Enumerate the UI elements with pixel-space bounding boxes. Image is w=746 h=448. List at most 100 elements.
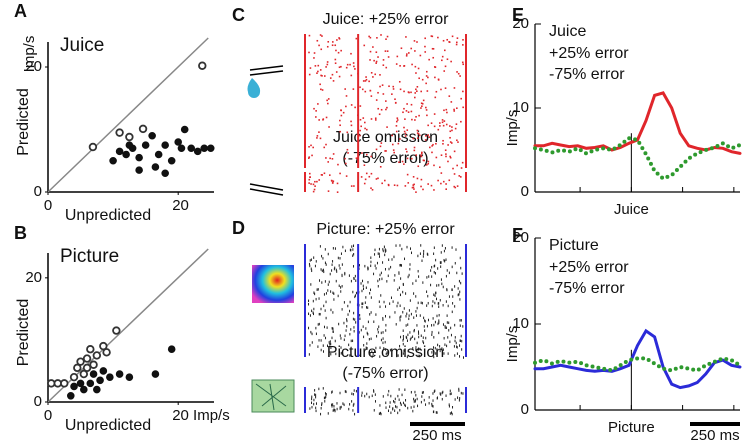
spike xyxy=(443,109,445,112)
spike xyxy=(374,73,377,76)
spike xyxy=(427,160,430,163)
spike xyxy=(323,172,326,175)
spike xyxy=(379,305,381,309)
spike xyxy=(443,70,446,72)
spike xyxy=(338,66,341,69)
spike xyxy=(359,134,361,137)
spike xyxy=(430,184,433,187)
spike xyxy=(332,311,334,314)
spike xyxy=(315,260,317,263)
spike xyxy=(308,51,310,54)
spike xyxy=(433,246,435,249)
spike xyxy=(322,268,324,272)
spike xyxy=(308,34,311,37)
spike xyxy=(421,105,423,107)
spike xyxy=(349,332,351,336)
spike xyxy=(437,267,439,270)
spike xyxy=(432,143,434,146)
data-point xyxy=(115,370,124,378)
spike xyxy=(316,288,318,291)
spike xyxy=(403,307,405,310)
spike xyxy=(313,312,315,316)
spike xyxy=(425,82,427,85)
spike xyxy=(391,143,394,146)
spike xyxy=(318,44,320,47)
spike xyxy=(420,90,423,93)
spike xyxy=(339,130,342,133)
spike xyxy=(406,312,408,316)
spike xyxy=(340,346,342,349)
spike xyxy=(373,272,375,276)
spike xyxy=(441,244,443,247)
spike xyxy=(427,162,430,165)
spike xyxy=(403,163,405,165)
spike xyxy=(349,309,351,313)
spike xyxy=(368,337,370,341)
spike xyxy=(402,310,404,314)
spike xyxy=(374,119,377,121)
spike xyxy=(344,390,346,393)
spike xyxy=(313,398,315,402)
spike xyxy=(319,137,322,140)
spike xyxy=(317,70,319,73)
spike xyxy=(446,58,449,61)
spike xyxy=(459,319,461,322)
spike xyxy=(355,291,357,295)
spike xyxy=(351,392,353,396)
spike xyxy=(315,116,317,118)
spike xyxy=(433,355,435,359)
spike xyxy=(346,325,348,328)
spike xyxy=(437,343,439,347)
spike xyxy=(365,153,368,156)
data-point xyxy=(115,147,124,156)
spike xyxy=(423,249,425,253)
spike xyxy=(380,338,382,342)
spike xyxy=(323,293,325,296)
spike xyxy=(448,41,450,43)
spike xyxy=(388,85,390,88)
spike xyxy=(352,248,354,251)
spike xyxy=(416,341,418,345)
spike xyxy=(398,388,400,391)
spike xyxy=(416,129,419,132)
y-tick-label: 0 xyxy=(34,393,42,410)
spike xyxy=(450,392,452,395)
spike xyxy=(340,290,342,293)
spike xyxy=(455,41,458,44)
spike xyxy=(405,335,407,339)
spike xyxy=(419,347,421,351)
spike xyxy=(449,141,452,143)
spike xyxy=(358,331,360,334)
spike xyxy=(436,396,438,399)
spike xyxy=(440,265,442,268)
spike xyxy=(347,304,349,308)
spike xyxy=(407,323,409,326)
spike xyxy=(444,259,446,263)
spike xyxy=(440,182,442,185)
spike xyxy=(420,334,422,338)
spike xyxy=(446,344,448,348)
spike xyxy=(381,277,383,281)
spike xyxy=(438,319,440,322)
data-point xyxy=(151,370,160,378)
data-point xyxy=(112,326,121,335)
spike xyxy=(387,183,390,186)
spike xyxy=(415,348,417,351)
spike xyxy=(443,336,445,340)
spike xyxy=(448,329,450,332)
spike xyxy=(417,67,420,70)
spike xyxy=(390,265,392,269)
spike xyxy=(426,324,428,328)
spike xyxy=(343,403,345,407)
spike xyxy=(430,35,433,37)
spike xyxy=(447,336,449,339)
spike xyxy=(319,245,321,248)
spike xyxy=(368,175,371,178)
spike xyxy=(313,188,316,191)
data-point xyxy=(86,345,95,354)
spike xyxy=(345,175,348,177)
spike xyxy=(399,304,401,308)
spike xyxy=(377,328,379,331)
spike xyxy=(433,271,435,274)
spike xyxy=(386,106,388,109)
